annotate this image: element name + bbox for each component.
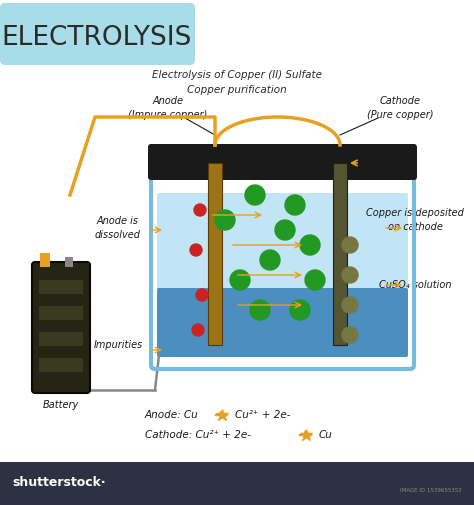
Text: Impurities: Impurities: [93, 340, 143, 350]
Bar: [39, 306, 83, 320]
Text: Anode: Cu: Anode: Cu: [145, 410, 199, 420]
Circle shape: [275, 220, 295, 240]
Circle shape: [250, 300, 270, 320]
Text: ELECTROLYSIS: ELECTROLYSIS: [2, 25, 192, 51]
Text: Battery: Battery: [43, 400, 79, 410]
Circle shape: [260, 250, 280, 270]
Text: Cathode
(Pure copper): Cathode (Pure copper): [367, 96, 433, 120]
Circle shape: [215, 210, 235, 230]
Text: CuSO₄ solution: CuSO₄ solution: [379, 280, 451, 290]
Circle shape: [285, 195, 305, 215]
FancyBboxPatch shape: [32, 262, 90, 393]
Text: Cu: Cu: [319, 430, 333, 440]
Circle shape: [290, 300, 310, 320]
Circle shape: [342, 297, 358, 313]
Text: IMAGE ID 1539655352: IMAGE ID 1539655352: [400, 487, 462, 492]
FancyBboxPatch shape: [0, 3, 195, 65]
Circle shape: [300, 235, 320, 255]
FancyBboxPatch shape: [148, 144, 417, 180]
Circle shape: [196, 289, 208, 301]
Text: Electrolysis of Copper (II) Sulfate: Electrolysis of Copper (II) Sulfate: [152, 70, 322, 80]
Circle shape: [342, 327, 358, 343]
Circle shape: [194, 204, 206, 216]
Bar: [39, 358, 83, 372]
Bar: [0, 462, 474, 505]
FancyBboxPatch shape: [157, 288, 408, 357]
Bar: [333, 163, 347, 345]
Text: Cu²⁺ + 2e-: Cu²⁺ + 2e-: [235, 410, 291, 420]
Text: Cathode: Cu²⁺ + 2e-: Cathode: Cu²⁺ + 2e-: [145, 430, 251, 440]
Circle shape: [230, 270, 250, 290]
Text: Copper is deposited
on cathode: Copper is deposited on cathode: [366, 209, 464, 232]
Circle shape: [342, 267, 358, 283]
Circle shape: [245, 185, 265, 205]
Bar: [208, 163, 222, 345]
Text: Anode
(Impure copper): Anode (Impure copper): [128, 96, 208, 120]
Text: Copper purification: Copper purification: [187, 85, 287, 95]
FancyBboxPatch shape: [157, 193, 408, 292]
Bar: [39, 332, 83, 346]
Circle shape: [305, 270, 325, 290]
Bar: [39, 280, 83, 294]
Text: Anode is
dissolved: Anode is dissolved: [95, 217, 141, 239]
Bar: [40, 253, 50, 267]
Circle shape: [342, 237, 358, 253]
Circle shape: [190, 244, 202, 256]
Circle shape: [192, 324, 204, 336]
Bar: [65, 257, 73, 267]
Text: shutterstock·: shutterstock·: [12, 477, 106, 489]
